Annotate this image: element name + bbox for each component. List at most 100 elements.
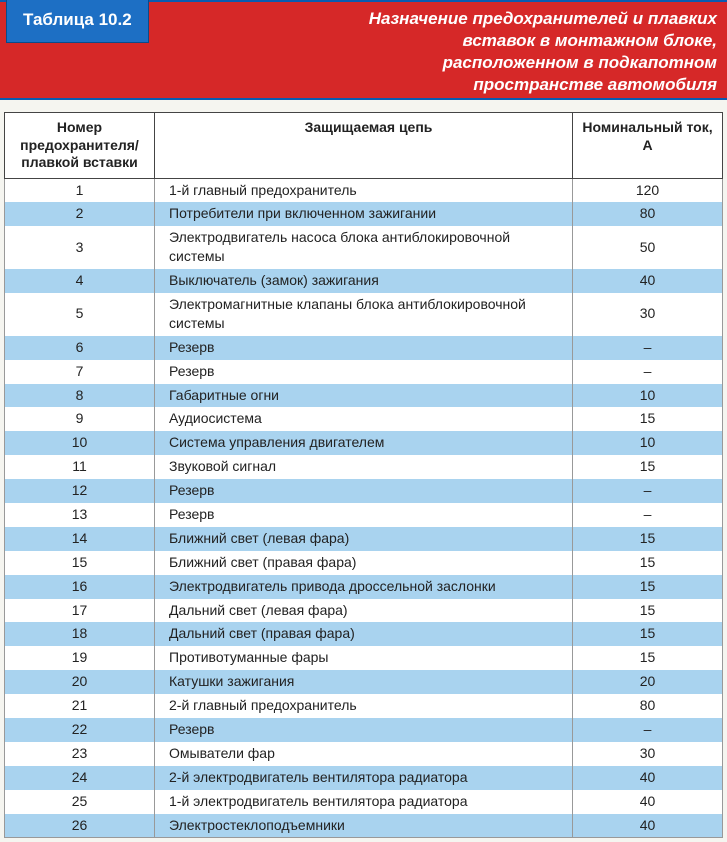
cell-circuit: Катушки зажигания (155, 670, 573, 694)
table-row: 2Потребители при включенном зажигании80 (5, 202, 723, 226)
cell-current: – (573, 479, 723, 503)
cell-number: 5 (5, 293, 155, 336)
col-header-current: Номинальный ток, А (573, 113, 723, 179)
cell-number: 3 (5, 226, 155, 269)
cell-number: 25 (5, 790, 155, 814)
cell-number: 24 (5, 766, 155, 790)
cell-number: 9 (5, 407, 155, 431)
cell-number: 18 (5, 622, 155, 646)
table-row: 14Ближний свет (левая фара)15 (5, 527, 723, 551)
cell-current: 40 (573, 269, 723, 293)
cell-number: 12 (5, 479, 155, 503)
cell-current: – (573, 336, 723, 360)
title-line: пространстве автомобиля (473, 75, 717, 94)
table-title: Назначение предохранителей и плавких вст… (149, 2, 727, 96)
cell-circuit: Электродвигатель насоса блока антиблокир… (155, 226, 573, 269)
cell-current: 15 (573, 455, 723, 479)
table-row: 15Ближний свет (правая фара)15 (5, 551, 723, 575)
fuse-table: Номер предохранителя/ плавкой вставки За… (4, 112, 723, 838)
cell-current: – (573, 503, 723, 527)
cell-number: 20 (5, 670, 155, 694)
cell-current: 15 (573, 551, 723, 575)
cell-circuit: Выключатель (замок) зажигания (155, 269, 573, 293)
cell-current: – (573, 718, 723, 742)
table-row: 17Дальний свет (левая фара)15 (5, 599, 723, 623)
cell-circuit: Звуковой сигнал (155, 455, 573, 479)
cell-current: 30 (573, 293, 723, 336)
cell-circuit: 2-й электродвигатель вентилятора радиато… (155, 766, 573, 790)
cell-circuit: 1-й главный предохранитель (155, 178, 573, 202)
cell-number: 21 (5, 694, 155, 718)
table-row: 4Выключатель (замок) зажигания40 (5, 269, 723, 293)
cell-current: 40 (573, 814, 723, 838)
cell-current: 80 (573, 202, 723, 226)
table-row: 19Противотуманные фары15 (5, 646, 723, 670)
cell-current: 15 (573, 599, 723, 623)
col-header-number: Номер предохранителя/ плавкой вставки (5, 113, 155, 179)
table-row: 10Система управления двигателем10 (5, 431, 723, 455)
cell-circuit: Электродвигатель привода дроссельной зас… (155, 575, 573, 599)
cell-current: 50 (573, 226, 723, 269)
cell-current: 30 (573, 742, 723, 766)
title-line: расположенном в подкапотном (443, 53, 717, 72)
cell-number: 19 (5, 646, 155, 670)
cell-circuit: Резерв (155, 360, 573, 384)
cell-current: 120 (573, 178, 723, 202)
cell-number: 23 (5, 742, 155, 766)
title-line: Назначение предохранителей и плавких (369, 9, 717, 28)
cell-number: 13 (5, 503, 155, 527)
cell-number: 2 (5, 202, 155, 226)
table-row: 22Резерв– (5, 718, 723, 742)
cell-number: 1 (5, 178, 155, 202)
title-line: вставок в монтажном блоке, (462, 31, 717, 50)
cell-number: 10 (5, 431, 155, 455)
cell-circuit: 2-й главный предохранитель (155, 694, 573, 718)
cell-circuit: 1-й электродвигатель вентилятора радиато… (155, 790, 573, 814)
cell-number: 17 (5, 599, 155, 623)
table-row: 242-й электродвигатель вентилятора радиа… (5, 766, 723, 790)
cell-current: 15 (573, 575, 723, 599)
table-row: 5Электромагнитные клапаны блока антиблок… (5, 293, 723, 336)
cell-circuit: Габаритные огни (155, 384, 573, 408)
cell-current: 10 (573, 431, 723, 455)
cell-circuit: Электромагнитные клапаны блока антиблоки… (155, 293, 573, 336)
cell-current: 15 (573, 527, 723, 551)
cell-circuit: Ближний свет (правая фара) (155, 551, 573, 575)
cell-circuit: Резерв (155, 336, 573, 360)
table-row: 8Габаритные огни10 (5, 384, 723, 408)
cell-number: 16 (5, 575, 155, 599)
table-row: 20Катушки зажигания20 (5, 670, 723, 694)
cell-number: 14 (5, 527, 155, 551)
cell-current: 40 (573, 790, 723, 814)
cell-number: 22 (5, 718, 155, 742)
table-row: 26Электростеклоподъемники40 (5, 814, 723, 838)
cell-number: 15 (5, 551, 155, 575)
cell-circuit: Дальний свет (левая фара) (155, 599, 573, 623)
cell-current: 10 (573, 384, 723, 408)
cell-current: – (573, 360, 723, 384)
table-row: 13Резерв– (5, 503, 723, 527)
cell-number: 11 (5, 455, 155, 479)
table-body: 11-й главный предохранитель1202Потребите… (5, 178, 723, 838)
table-row: 9Аудиосистема15 (5, 407, 723, 431)
cell-circuit: Резерв (155, 479, 573, 503)
cell-circuit: Потребители при включенном зажигании (155, 202, 573, 226)
table-row: 212-й главный предохранитель80 (5, 694, 723, 718)
cell-current: 80 (573, 694, 723, 718)
cell-circuit: Электростеклоподъемники (155, 814, 573, 838)
cell-number: 4 (5, 269, 155, 293)
table-row: 12Резерв– (5, 479, 723, 503)
cell-circuit: Система управления двигателем (155, 431, 573, 455)
header-band: Таблица 10.2 Назначение предохранителей … (0, 0, 727, 100)
table-row: 7Резерв– (5, 360, 723, 384)
table-container: Номер предохранителя/ плавкой вставки За… (0, 100, 727, 842)
cell-current: 15 (573, 622, 723, 646)
table-row: 16Электродвигатель привода дроссельной з… (5, 575, 723, 599)
cell-circuit: Аудиосистема (155, 407, 573, 431)
cell-circuit: Противотуманные фары (155, 646, 573, 670)
cell-current: 15 (573, 407, 723, 431)
cell-number: 26 (5, 814, 155, 838)
table-row: 11-й главный предохранитель120 (5, 178, 723, 202)
table-row: 251-й электродвигатель вентилятора радиа… (5, 790, 723, 814)
table-row: 3Электродвигатель насоса блока антиблоки… (5, 226, 723, 269)
